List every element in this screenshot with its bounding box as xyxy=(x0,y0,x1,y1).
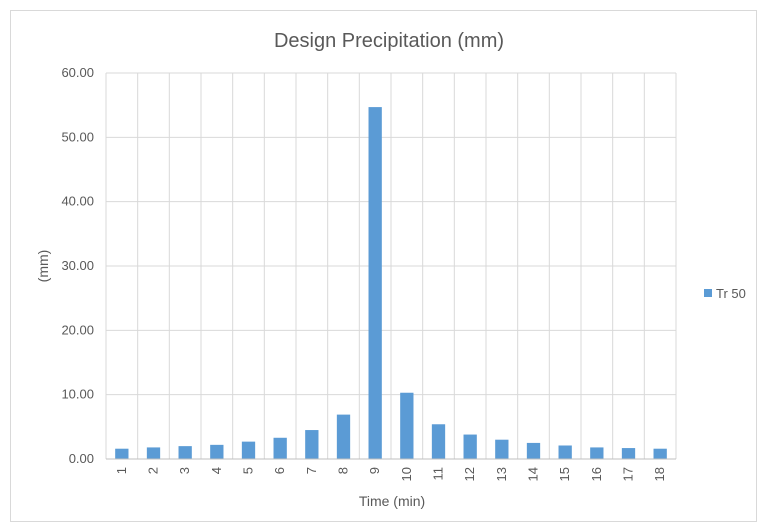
x-tick-label: 2 xyxy=(146,467,161,474)
x-tick-label: 12 xyxy=(462,467,477,481)
y-tick-label: 60.00 xyxy=(61,65,94,80)
x-axis-ticks: 1 2 3 4 5 6 7 8 9 10 11 12 13 14 15 16 17 18 xyxy=(114,467,667,481)
bar xyxy=(463,434,477,459)
x-axis-title: Time (min) xyxy=(359,493,425,509)
x-tick-label: 11 xyxy=(431,467,446,481)
bars xyxy=(115,107,667,459)
x-tick-label: 4 xyxy=(209,467,224,474)
bar xyxy=(653,448,667,459)
bar xyxy=(178,446,192,459)
bar xyxy=(495,439,509,459)
bar xyxy=(621,448,636,459)
x-tick-label: 8 xyxy=(336,467,351,474)
x-tick-label: 13 xyxy=(494,467,509,481)
bar xyxy=(526,442,541,459)
bar xyxy=(400,392,414,459)
y-axis-ticks: 0.00 10.00 20.00 30.00 40.00 50.00 60.00 xyxy=(61,65,94,466)
legend-label: Tr 50 xyxy=(716,286,746,301)
x-tick-label: 16 xyxy=(589,467,604,481)
x-tick-label: 18 xyxy=(652,467,667,481)
x-tick-label: 3 xyxy=(177,467,192,474)
bar xyxy=(558,445,572,459)
y-axis-title: (mm) xyxy=(35,250,51,283)
x-tick-label: 14 xyxy=(526,467,541,481)
bar xyxy=(336,414,351,459)
bar xyxy=(273,437,287,459)
legend-swatch xyxy=(704,289,712,297)
y-tick-label: 40.00 xyxy=(61,194,94,209)
bar xyxy=(305,430,319,459)
y-tick-label: 10.00 xyxy=(61,387,94,402)
gridlines xyxy=(105,72,677,460)
x-tick-label: 15 xyxy=(557,467,572,481)
bar xyxy=(431,424,446,459)
y-tick-label: 0.00 xyxy=(69,451,94,466)
x-tick-label: 5 xyxy=(241,467,256,474)
x-tick-label: 6 xyxy=(272,467,287,474)
legend: Tr 50 xyxy=(704,286,746,301)
x-tick-label: 7 xyxy=(304,467,319,474)
y-tick-label: 50.00 xyxy=(61,129,94,144)
chart-title: Design Precipitation (mm) xyxy=(274,30,504,52)
x-tick-label: 9 xyxy=(367,467,382,474)
x-tick-label: 17 xyxy=(621,467,636,481)
bar xyxy=(590,447,604,459)
bar xyxy=(146,447,161,459)
bar xyxy=(241,441,256,459)
x-tick-label: 10 xyxy=(399,467,414,481)
y-tick-label: 20.00 xyxy=(61,322,94,337)
bar xyxy=(368,107,382,459)
x-tick-label: 1 xyxy=(114,467,129,474)
bar xyxy=(210,444,224,459)
bar xyxy=(115,448,129,459)
y-tick-label: 30.00 xyxy=(61,258,94,273)
